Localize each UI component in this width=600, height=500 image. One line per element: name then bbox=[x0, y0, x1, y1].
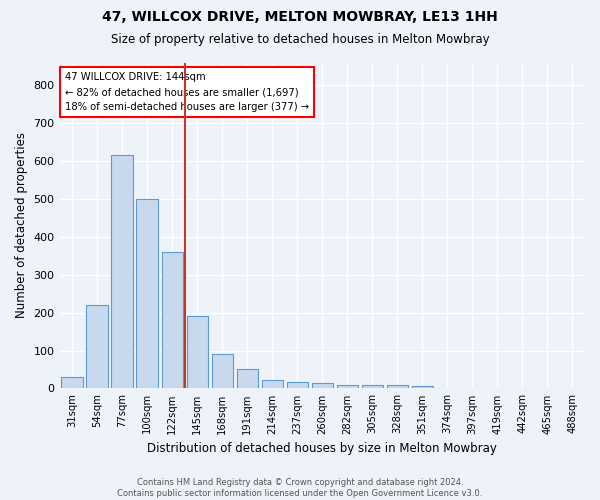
Bar bbox=[136, 199, 158, 388]
Bar bbox=[161, 252, 183, 388]
Bar bbox=[187, 316, 208, 388]
Text: Size of property relative to detached houses in Melton Mowbray: Size of property relative to detached ho… bbox=[110, 32, 490, 46]
Bar bbox=[86, 305, 108, 388]
Text: 47, WILLCOX DRIVE, MELTON MOWBRAY, LE13 1HH: 47, WILLCOX DRIVE, MELTON MOWBRAY, LE13 … bbox=[102, 10, 498, 24]
Bar bbox=[337, 386, 358, 388]
Bar bbox=[387, 385, 408, 388]
Bar bbox=[212, 354, 233, 388]
Bar bbox=[262, 380, 283, 388]
Bar bbox=[236, 368, 258, 388]
Bar bbox=[61, 377, 83, 388]
Bar bbox=[112, 156, 133, 388]
Y-axis label: Number of detached properties: Number of detached properties bbox=[15, 132, 28, 318]
X-axis label: Distribution of detached houses by size in Melton Mowbray: Distribution of detached houses by size … bbox=[148, 442, 497, 455]
Bar bbox=[362, 384, 383, 388]
Bar bbox=[311, 382, 333, 388]
Text: 47 WILLCOX DRIVE: 144sqm
← 82% of detached houses are smaller (1,697)
18% of sem: 47 WILLCOX DRIVE: 144sqm ← 82% of detach… bbox=[65, 72, 309, 112]
Text: Contains HM Land Registry data © Crown copyright and database right 2024.
Contai: Contains HM Land Registry data © Crown c… bbox=[118, 478, 482, 498]
Bar bbox=[412, 386, 433, 388]
Bar bbox=[287, 382, 308, 388]
